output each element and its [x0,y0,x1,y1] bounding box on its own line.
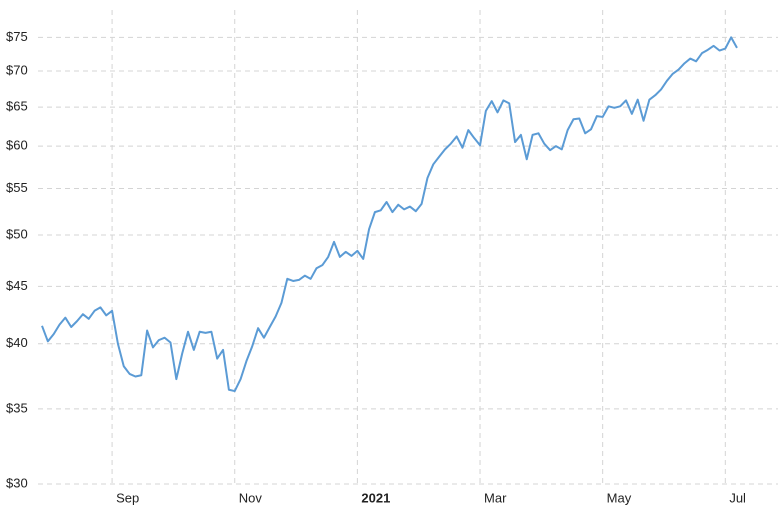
y-tick-label: $30 [6,475,28,490]
y-tick-label: $60 [6,138,28,153]
y-tick-label: $50 [6,226,28,241]
y-tick-label: $35 [6,400,28,415]
y-tick-label: $55 [6,180,28,195]
y-tick-label: $40 [6,335,28,350]
x-tick-label: Jul [729,490,746,505]
x-tick-label: Nov [239,490,263,505]
y-tick-label: $70 [6,62,28,77]
x-tick-label: May [607,490,632,505]
y-tick-label: $45 [6,278,28,293]
y-tick-label: $65 [6,99,28,114]
y-tick-label: $75 [6,29,28,44]
x-tick-label: Sep [116,490,139,505]
price-line [41,36,738,393]
x-tick-label: 2021 [361,490,390,505]
x-tick-label: Mar [484,490,507,505]
